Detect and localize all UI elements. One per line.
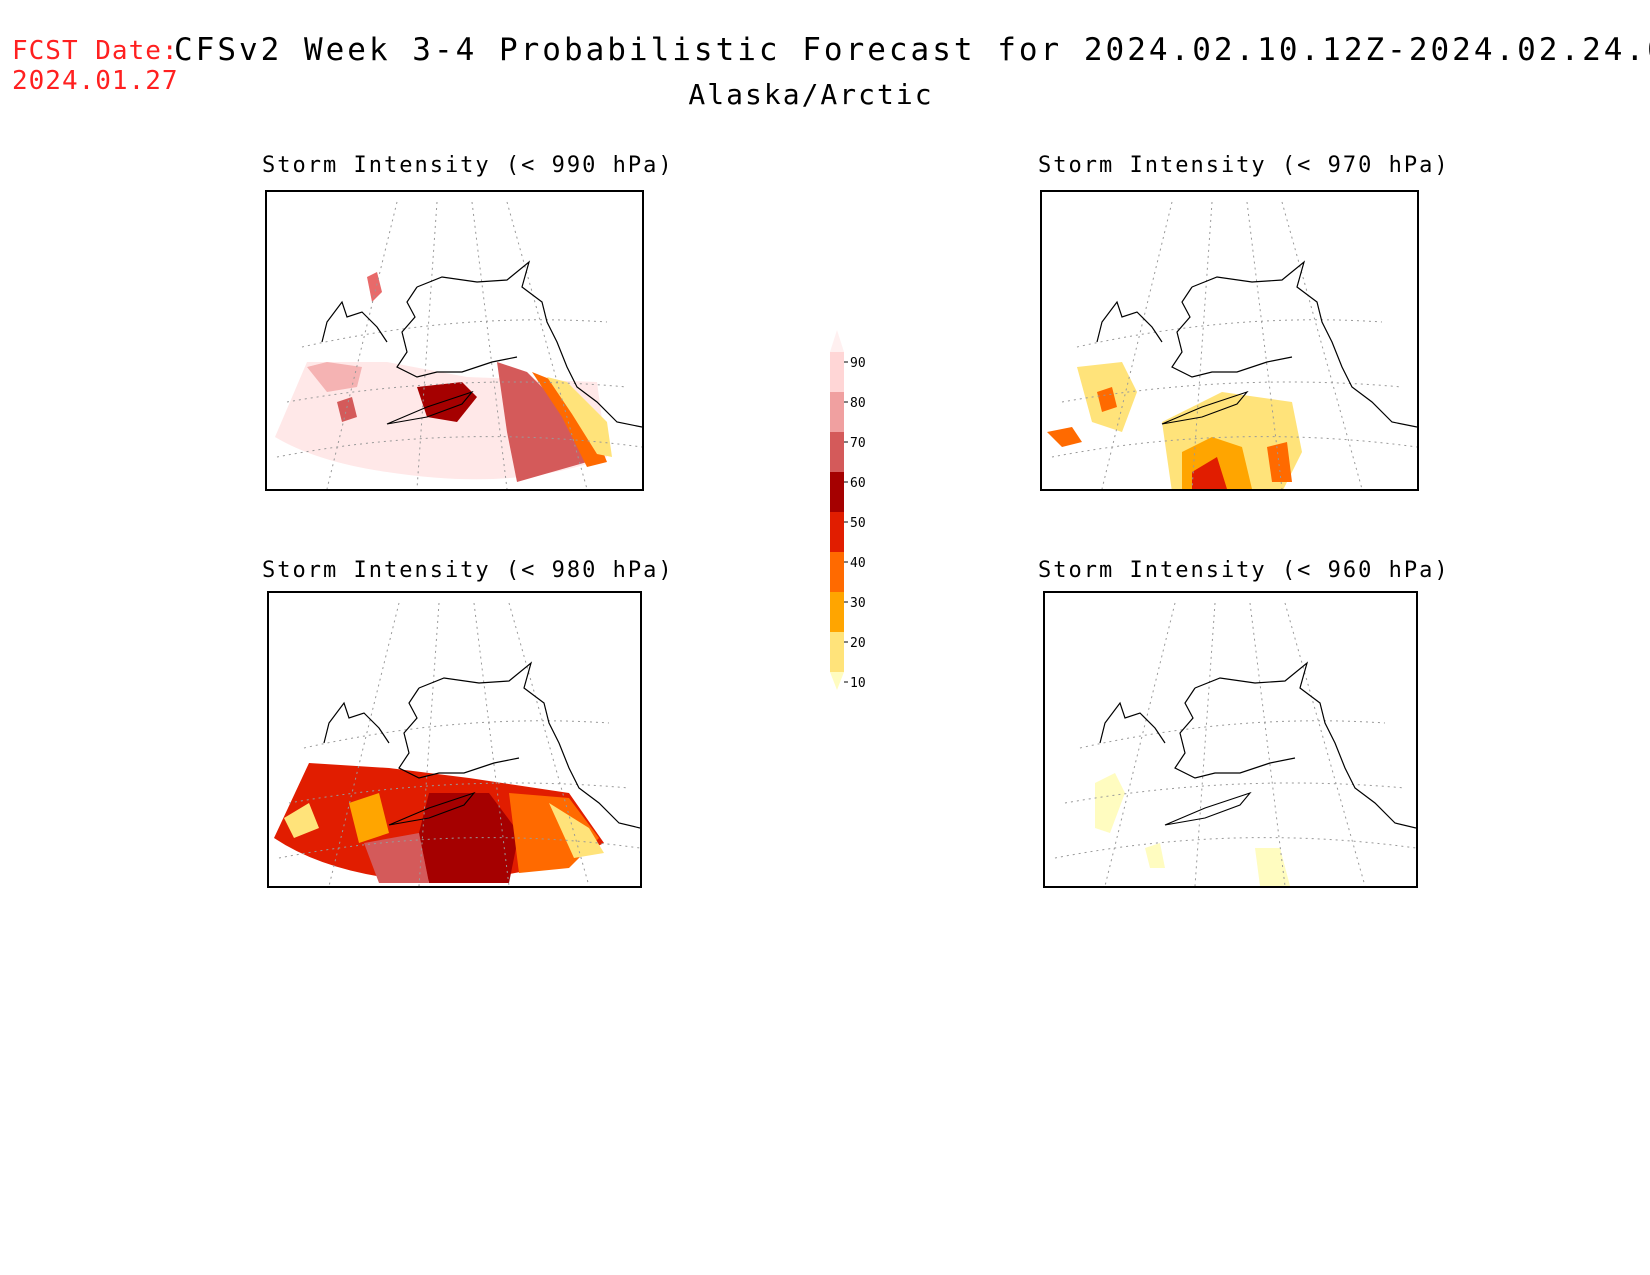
colorbar-swatch <box>830 432 844 472</box>
map-980-svg <box>274 602 640 886</box>
map-panel-980 <box>267 591 642 888</box>
panel-title-970: Storm Intensity (< 970 hPa) <box>1038 153 1450 178</box>
forecast-date-block: FCST Date: 2024.01.27 <box>12 36 179 96</box>
colorbar-label: 10 <box>850 676 866 691</box>
colorbar-swatch <box>830 632 844 672</box>
map-panel-970 <box>1040 190 1419 491</box>
colorbar-labels: 90 80 70 60 50 40 30 20 10 <box>844 356 866 691</box>
prob-shade-990-north <box>367 272 382 302</box>
graticule-990 <box>276 201 642 489</box>
prob-shade-980-left-yellow <box>284 803 319 838</box>
colorbar-swatch <box>830 472 844 512</box>
prob-shade-980-east-yellow <box>549 803 604 858</box>
prob-shade-990-pink <box>307 362 362 392</box>
colorbar-label: 50 <box>850 516 866 531</box>
colorbar-label: 70 <box>850 436 866 451</box>
colorbar-swatch <box>830 592 844 632</box>
prob-shade-970-east <box>1267 442 1292 482</box>
prob-shade-970-left <box>1047 427 1082 447</box>
coastline-990 <box>321 260 642 428</box>
map-990-svg <box>275 201 642 489</box>
graticule-980 <box>278 602 640 886</box>
region-label: Alaska/Arctic <box>688 78 934 111</box>
colorbar-label: 80 <box>850 396 866 411</box>
prob-shade-970-west-core <box>1097 387 1117 412</box>
peninsula-990 <box>386 390 474 425</box>
colorbar-swatch <box>830 392 844 432</box>
colorbar-top-extension <box>830 330 844 352</box>
graticule-970 <box>1051 201 1417 489</box>
colorbar-swatch <box>830 352 844 392</box>
colorbar-label: 30 <box>850 596 866 611</box>
prob-shade-960-east <box>1255 848 1290 886</box>
graticule-960 <box>1054 602 1416 886</box>
colorbar-bottom-extension <box>830 672 844 690</box>
region-subtitle: Alaska/Arctic <box>0 78 1650 111</box>
colorbar-swatch <box>830 552 844 592</box>
prob-shade-990-band-yellow <box>547 377 612 457</box>
prob-shade-990-band <box>497 362 587 482</box>
page-title: CFSv2 Week 3-4 Probabilistic Forecast fo… <box>174 32 1650 68</box>
prob-shade-970-red <box>1192 457 1227 489</box>
colorbar: 90 80 70 60 50 40 30 20 10 <box>830 330 866 691</box>
colorbar-label: 60 <box>850 476 866 491</box>
coastline-960 <box>1099 661 1416 829</box>
prob-shade-960-south <box>1145 843 1165 868</box>
colorbar-label: 20 <box>850 636 866 651</box>
colorbar-swatches <box>830 330 844 690</box>
prob-shade-980-core <box>419 793 519 883</box>
peninsula-970 <box>1161 390 1249 425</box>
prob-shade-990-spot1 <box>337 397 357 422</box>
map-970-svg <box>1047 201 1417 489</box>
coastline-970 <box>1096 260 1417 428</box>
panel-title-990: Storm Intensity (< 990 hPa) <box>262 153 674 178</box>
colorbar-label: 90 <box>850 356 866 371</box>
coastline-980 <box>323 661 640 829</box>
map-panel-990 <box>265 190 644 491</box>
panel-title-960: Storm Intensity (< 960 hPa) <box>1038 558 1450 583</box>
fcst-date-value: 2024.01.27 <box>12 66 179 96</box>
prob-shade-960-west <box>1095 773 1125 833</box>
prob-shade-980-pink <box>364 833 429 883</box>
fcst-date-label: FCST Date: <box>12 36 179 66</box>
peninsula-960 <box>1164 791 1252 826</box>
prob-shade-990-core <box>417 382 477 422</box>
panel-title-980: Storm Intensity (< 980 hPa) <box>262 558 674 583</box>
colorbar-swatch <box>830 512 844 552</box>
peninsula-980 <box>388 791 476 826</box>
prob-shade-980-midleft <box>349 793 389 843</box>
colorbar-label: 40 <box>850 556 866 571</box>
map-960-svg <box>1054 602 1416 886</box>
prob-shade-990-band-orange <box>532 372 607 467</box>
map-panel-960 <box>1043 591 1418 888</box>
